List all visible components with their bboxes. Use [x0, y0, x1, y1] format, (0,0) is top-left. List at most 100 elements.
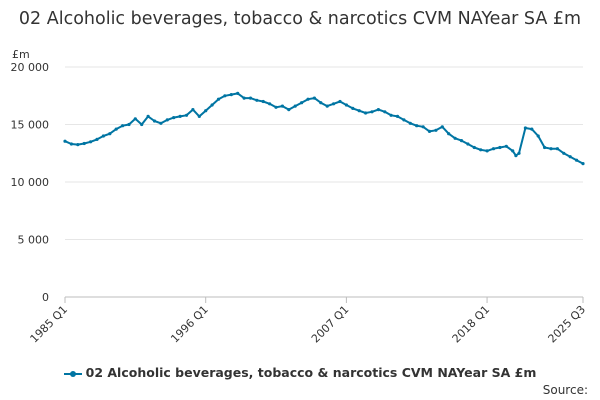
data-point — [108, 132, 112, 136]
data-point — [248, 96, 253, 100]
data-point — [197, 114, 201, 118]
data-point — [280, 104, 284, 108]
data-point — [114, 127, 118, 131]
data-point — [395, 114, 400, 118]
data-point — [485, 149, 489, 153]
data-point — [466, 142, 470, 146]
data-point — [121, 124, 125, 128]
data-point — [140, 122, 144, 127]
data-point — [472, 145, 476, 150]
data-point — [517, 151, 521, 155]
data-point — [351, 106, 355, 110]
data-point — [514, 154, 518, 158]
x-tick-label: 2007 Q1 — [309, 303, 352, 346]
data-point — [453, 136, 457, 140]
data-point — [159, 121, 163, 125]
data-point — [415, 124, 419, 128]
data-point — [255, 98, 259, 102]
data-point — [293, 104, 297, 108]
data-point — [434, 128, 438, 132]
data-point — [498, 145, 502, 150]
data-point — [312, 96, 316, 100]
data-point — [370, 110, 374, 114]
data-point — [421, 125, 425, 129]
data-point — [479, 148, 483, 152]
data-point — [376, 108, 380, 112]
data-point — [575, 158, 579, 162]
y-tick-label: 0 — [42, 291, 49, 304]
data-point — [344, 103, 348, 107]
data-point — [82, 141, 86, 146]
data-point — [523, 126, 528, 130]
data-point — [204, 109, 208, 113]
data-point — [536, 134, 540, 138]
data-point — [530, 127, 534, 131]
data-point — [549, 147, 553, 151]
data-point — [325, 104, 329, 108]
data-point — [63, 139, 67, 143]
data-point — [447, 132, 451, 136]
data-point — [440, 125, 444, 129]
data-point — [562, 151, 566, 155]
data-point — [491, 147, 496, 151]
series-line — [64, 92, 584, 165]
data-point — [76, 143, 80, 147]
grid-lines — [65, 66, 583, 298]
data-point — [427, 129, 432, 133]
source-label: Source: — [542, 383, 588, 397]
x-tick-label: 1985 Q1 — [28, 303, 71, 346]
legend-label: 02 Alcoholic beverages, tobacco & narcot… — [85, 365, 537, 380]
y-tick-label: 15 000 — [11, 119, 50, 132]
data-point — [172, 116, 176, 120]
x-tick-label: 2025 Q3 — [546, 303, 589, 346]
data-point — [300, 101, 304, 105]
y-tick-label: 10 000 — [11, 176, 50, 189]
data-point — [152, 119, 157, 123]
data-point — [165, 118, 169, 122]
x-axis-ticks: 1985 Q1 1996 Q1 2007 Q1 2018 Q1 2025 Q3 — [28, 297, 589, 346]
data-point — [261, 99, 265, 104]
data-point — [504, 144, 508, 148]
x-tick-label: 2018 Q1 — [450, 303, 493, 346]
data-point — [223, 94, 227, 98]
data-point — [383, 110, 387, 114]
data-point — [101, 134, 105, 138]
y-axis-label: £m — [12, 48, 30, 61]
data-point — [229, 93, 233, 97]
legend-swatch — [63, 369, 82, 379]
x-tick-label: 1996 Q1 — [168, 303, 211, 346]
chart-title: 02 Alcoholic beverages, tobacco & narcot… — [18, 9, 582, 29]
data-point — [389, 113, 393, 117]
y-axis-ticks: 0 5 000 10 000 15 000 20 000 — [11, 61, 50, 304]
data-point — [306, 97, 310, 101]
data-point — [146, 114, 150, 118]
data-point — [459, 139, 464, 143]
data-point — [543, 145, 547, 150]
data-point — [133, 117, 137, 121]
data-point — [89, 140, 93, 144]
data-point — [287, 108, 291, 112]
data-point — [178, 114, 182, 118]
legend: 02 Alcoholic beverages, tobacco & narcot… — [0, 365, 600, 380]
y-tick-label: 20 000 — [11, 61, 50, 74]
data-point — [568, 155, 572, 159]
data-point — [511, 149, 515, 153]
data-point — [184, 113, 189, 117]
data-point — [127, 122, 131, 127]
data-point — [332, 102, 336, 106]
data-point — [338, 99, 342, 104]
data-point — [268, 102, 272, 106]
data-point — [319, 101, 323, 105]
data-point — [242, 96, 246, 100]
data-point — [236, 91, 240, 95]
data-point — [274, 105, 278, 109]
data-point — [191, 108, 195, 112]
series-layer — [63, 91, 585, 166]
data-point — [210, 103, 214, 107]
data-point — [357, 109, 361, 113]
y-tick-label: 5 000 — [18, 234, 50, 247]
data-point — [364, 111, 368, 115]
data-point — [69, 142, 73, 146]
data-point — [581, 162, 585, 166]
